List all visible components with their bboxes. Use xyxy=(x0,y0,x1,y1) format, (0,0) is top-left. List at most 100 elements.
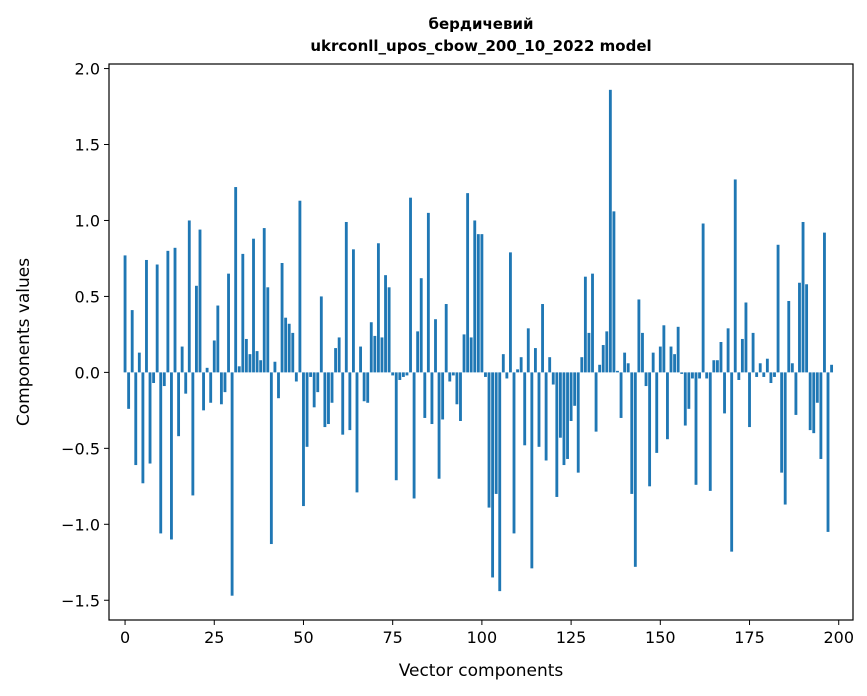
y-tick-label: 1.0 xyxy=(75,211,100,230)
bar xyxy=(412,372,416,499)
y-tick-label: 0.0 xyxy=(75,363,100,382)
bar xyxy=(312,372,316,408)
bar xyxy=(202,372,205,411)
y-tick-label: −1.5 xyxy=(61,591,100,610)
y-tick-label: 1.5 xyxy=(75,136,100,155)
bar xyxy=(455,372,459,405)
x-tick-label: 25 xyxy=(204,628,224,647)
bar xyxy=(155,264,159,373)
bar xyxy=(619,372,623,418)
bar xyxy=(244,338,248,373)
bar xyxy=(302,372,305,507)
bar xyxy=(726,328,730,373)
bar xyxy=(145,259,148,373)
bar xyxy=(530,372,534,569)
bar xyxy=(319,296,323,373)
bar xyxy=(187,220,191,373)
bar xyxy=(223,372,227,393)
bar xyxy=(830,364,834,373)
bar xyxy=(227,273,230,373)
bar xyxy=(719,342,723,373)
bar xyxy=(426,212,430,373)
bar xyxy=(580,357,584,373)
bar xyxy=(737,372,741,380)
bar xyxy=(740,338,744,373)
bar xyxy=(337,337,341,373)
bar xyxy=(801,221,805,373)
x-axis: 0 25 50 75 100 125 150 175 200 xyxy=(120,620,854,647)
bar xyxy=(601,345,605,373)
bar xyxy=(348,372,352,431)
bar xyxy=(798,282,801,373)
bar xyxy=(819,372,823,459)
bar xyxy=(566,372,569,459)
x-tick-label: 75 xyxy=(383,628,403,647)
bar xyxy=(494,372,498,494)
bar xyxy=(198,229,202,373)
bar xyxy=(195,285,198,373)
bar xyxy=(787,300,791,373)
bar xyxy=(262,228,266,373)
bar xyxy=(715,360,719,373)
bar xyxy=(680,372,684,374)
bar xyxy=(509,252,512,373)
bar xyxy=(608,89,612,373)
bar xyxy=(405,372,409,376)
bar xyxy=(391,372,395,376)
bar xyxy=(498,372,502,592)
bar xyxy=(537,372,541,447)
plot-frame xyxy=(108,63,854,621)
bar xyxy=(733,179,737,373)
bar xyxy=(294,372,298,382)
bar xyxy=(398,372,402,380)
x-tick-label: 100 xyxy=(467,628,498,647)
bar xyxy=(805,284,809,373)
bar xyxy=(373,335,377,373)
x-tick-label: 0 xyxy=(120,628,130,647)
bar xyxy=(605,331,609,373)
bar xyxy=(362,372,366,402)
bar xyxy=(459,372,462,421)
bar xyxy=(298,200,302,373)
bar xyxy=(730,372,734,552)
bar xyxy=(130,310,134,373)
bar xyxy=(666,372,669,440)
bar xyxy=(376,243,380,373)
y-axis-label: Components values xyxy=(14,258,34,426)
bar xyxy=(633,372,637,567)
bar xyxy=(669,346,673,373)
bar xyxy=(708,372,712,491)
bar xyxy=(519,357,523,373)
bar xyxy=(430,372,434,425)
bar xyxy=(473,220,477,373)
bar xyxy=(648,372,652,487)
bar xyxy=(255,351,259,373)
bar xyxy=(469,337,473,373)
bar xyxy=(826,372,830,532)
chart-subtitle: ukrconll_upos_cbow_200_10_2022 model xyxy=(310,37,651,55)
bar xyxy=(466,193,470,373)
bar xyxy=(558,372,562,438)
x-axis-label: Vector components xyxy=(399,661,564,681)
bar xyxy=(248,354,252,373)
bar xyxy=(323,372,327,428)
bar xyxy=(569,372,573,421)
bar xyxy=(137,352,141,373)
bar xyxy=(812,372,816,434)
bar xyxy=(662,325,666,373)
bar xyxy=(127,372,131,409)
bar xyxy=(444,304,448,373)
bar xyxy=(152,372,156,384)
bar xyxy=(269,372,273,545)
bar xyxy=(266,287,270,373)
bar xyxy=(751,332,755,373)
bar xyxy=(184,372,188,394)
bar xyxy=(562,372,566,466)
bar xyxy=(159,372,163,534)
bar xyxy=(598,364,602,373)
chart-title: бердичевий xyxy=(429,15,534,33)
bar xyxy=(783,372,787,505)
bar xyxy=(277,372,280,399)
bar xyxy=(173,247,177,373)
bar xyxy=(273,361,277,373)
